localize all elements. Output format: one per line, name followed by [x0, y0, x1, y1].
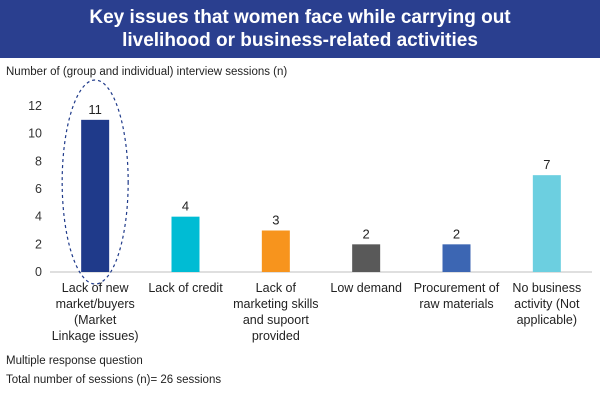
y-tick-label: 6 — [35, 182, 42, 196]
bar — [442, 244, 471, 272]
category-label: activity (Not — [514, 297, 580, 311]
bar — [352, 244, 381, 272]
note-total-sessions: Total number of sessions (n)= 26 session… — [6, 374, 222, 386]
y-tick-label: 8 — [35, 154, 42, 168]
category-label: Linkage issues) — [52, 329, 139, 343]
category-label: market/buyers — [56, 297, 135, 311]
chart-title-line-2: livelihood or business-related activitie… — [122, 30, 478, 51]
y-tick-label: 4 — [35, 210, 42, 224]
category-label: Lack of new — [62, 281, 130, 295]
data-label: 3 — [272, 213, 279, 228]
note-multiple-response: Multiple response question — [6, 355, 143, 367]
bar — [171, 216, 200, 272]
data-label: 4 — [182, 199, 189, 214]
category-label: Procurement of — [414, 281, 500, 295]
category-label: Low demand — [330, 281, 402, 295]
data-label: 11 — [88, 102, 102, 117]
bar — [81, 119, 110, 272]
category-label: (Market — [74, 313, 117, 327]
y-tick-label: 0 — [35, 265, 42, 279]
data-label: 2 — [363, 226, 370, 241]
category-label: provided — [252, 329, 300, 343]
title-banner: Key issues that women face while carryin… — [0, 0, 600, 58]
bar — [261, 230, 290, 272]
y-tick-label: 10 — [28, 127, 42, 141]
y-axis-title: Number of (group and individual) intervi… — [6, 66, 288, 78]
y-tick-label: 12 — [28, 99, 42, 113]
category-label: marketing skills — [233, 297, 318, 311]
bar — [532, 175, 561, 272]
category-label: Lack of — [256, 281, 297, 295]
data-label: 2 — [453, 226, 460, 241]
data-label: 7 — [543, 157, 550, 172]
category-label: and supoort — [243, 313, 310, 327]
category-label: applicable) — [517, 313, 577, 327]
highlight-ellipse — [61, 79, 129, 285]
category-label: No business — [512, 281, 581, 295]
category-label: Lack of credit — [148, 281, 223, 295]
y-tick-label: 2 — [35, 237, 42, 251]
category-label: raw materials — [419, 297, 493, 311]
chart-title-line-1: Key issues that women face while carryin… — [89, 7, 511, 28]
